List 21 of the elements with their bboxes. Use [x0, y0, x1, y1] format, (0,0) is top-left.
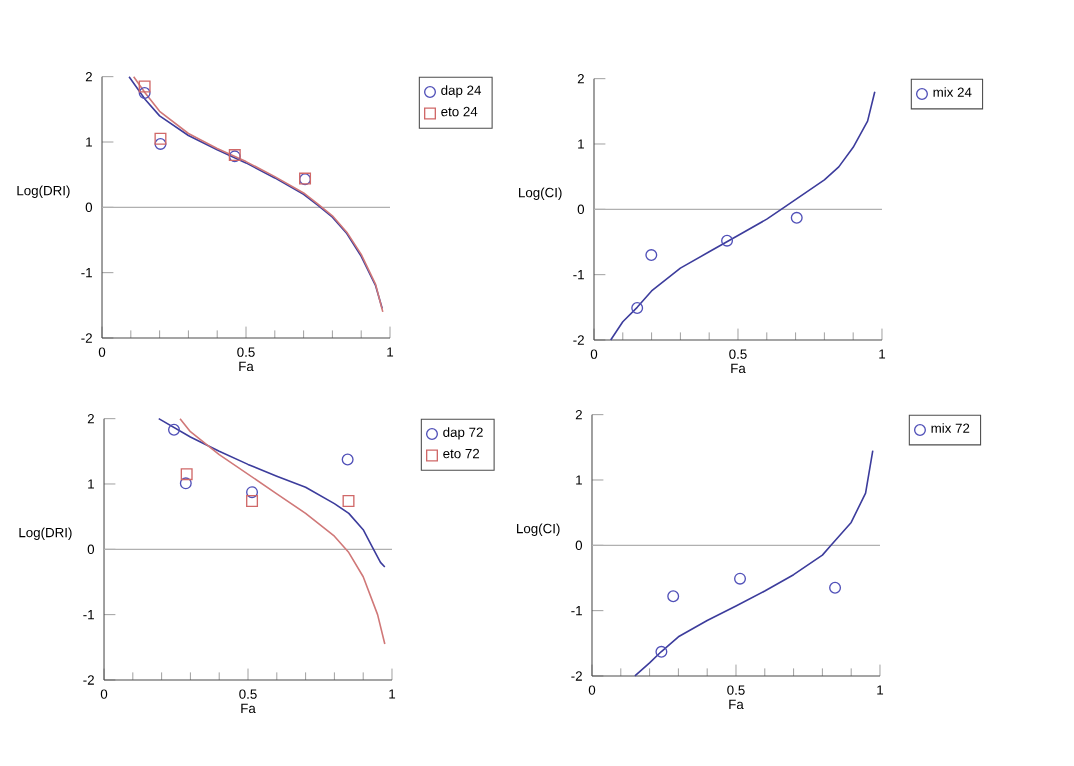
point [154, 137, 167, 150]
point [655, 645, 668, 658]
point [246, 486, 259, 499]
line-series [634, 449, 874, 677]
point [734, 572, 747, 585]
point [342, 494, 355, 507]
point [154, 132, 167, 145]
point [138, 80, 151, 93]
line-series [157, 417, 386, 568]
point [829, 581, 842, 594]
point [167, 423, 180, 436]
point [790, 211, 803, 224]
point [645, 249, 658, 262]
point [180, 468, 193, 481]
point [341, 453, 354, 466]
point [721, 234, 734, 247]
point [138, 87, 151, 99]
point [179, 477, 192, 490]
point [631, 301, 644, 314]
point [667, 590, 680, 603]
point [246, 494, 259, 507]
